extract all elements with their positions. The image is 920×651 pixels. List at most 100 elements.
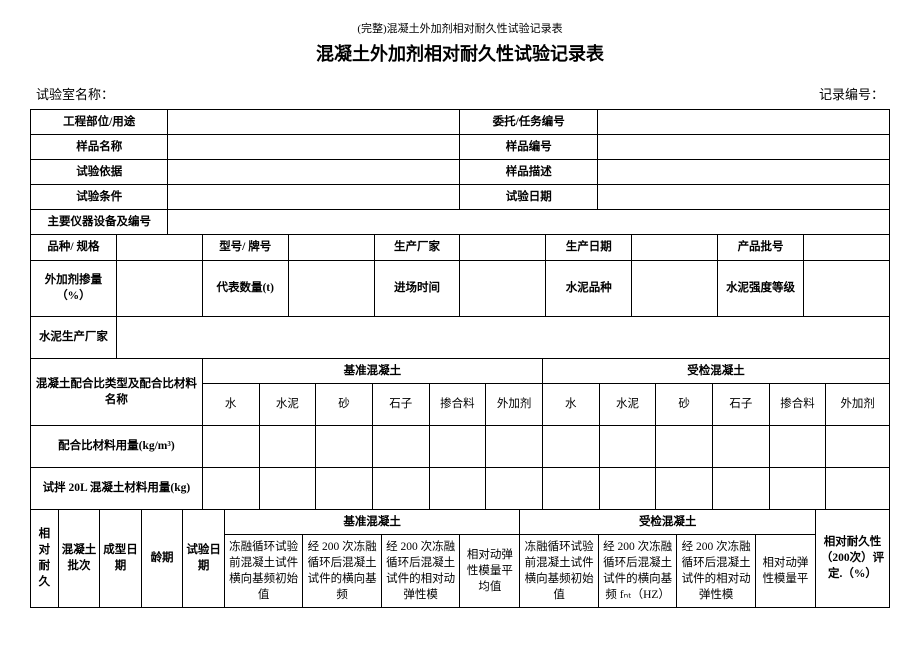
cell (542, 467, 599, 509)
arrive-time-label: 进场时间 (374, 260, 460, 316)
page-title: 混凝土外加剂相对耐久性试验记录表 (30, 40, 890, 66)
test-concrete-header: 受检混凝土 (542, 358, 889, 383)
cell (486, 425, 543, 467)
test-water: 水 (542, 383, 599, 425)
cell (486, 467, 543, 509)
cell (316, 425, 373, 467)
sample-no-label: 样品编号 (460, 135, 597, 160)
model-label: 型号/ 牌号 (202, 235, 288, 260)
cement-grade-label: 水泥强度等级 (718, 260, 804, 316)
cell (316, 467, 373, 509)
result-label: 相对耐久性（200次）评定.（%） (815, 509, 889, 607)
spec-label: 品种/ 规格 (31, 235, 117, 260)
info-table-1: 工程部位/用途 委托/任务编号 样品名称 样品编号 试验依据 样品描述 试验条件… (30, 109, 890, 235)
cell (713, 467, 770, 509)
basis-value (168, 160, 460, 185)
manufacturer-label: 生产厂家 (374, 235, 460, 260)
cell (769, 467, 826, 509)
durability-table: 相对耐久 混凝土批次 成型日期 龄期 试验日期 基准混凝土 受检混凝土 相对耐久… (30, 509, 890, 608)
cell (656, 467, 713, 509)
cement-type-value (632, 260, 718, 316)
cement-mfr-label: 水泥生产厂家 (31, 316, 117, 358)
cement-grade-value (804, 260, 890, 316)
mix20l-label: 试拌 20L 混凝土材料用量(kg) (31, 467, 203, 509)
represent-qty-label: 代表数量(t) (202, 260, 288, 316)
cell (826, 425, 890, 467)
base-concrete-header: 基准混凝土 (202, 358, 542, 383)
equipment-label: 主要仪器设备及编号 (31, 210, 168, 235)
condition-value (168, 185, 460, 210)
prod-date-label: 生产日期 (546, 235, 632, 260)
cell (429, 425, 486, 467)
cell (259, 467, 316, 509)
test-cement: 水泥 (599, 383, 656, 425)
base-admixture: 掺合料 (429, 383, 486, 425)
cell (259, 425, 316, 467)
test-stone: 石子 (713, 383, 770, 425)
lab-name-label: 试验室名称： (36, 84, 114, 103)
batch-label: 混凝土批次 (58, 509, 100, 607)
test-additive: 外加剂 (826, 383, 890, 425)
base-water: 水 (202, 383, 259, 425)
bottom-test-date-label: 试验日期 (183, 509, 225, 607)
sample-desc-label: 样品描述 (460, 160, 597, 185)
sample-desc-value (597, 160, 889, 185)
base-cement: 水泥 (259, 383, 316, 425)
cell (372, 467, 429, 509)
cell (599, 467, 656, 509)
task-no-value (597, 110, 889, 135)
page-subtitle: (完整)混凝土外加剂相对耐久性试验记录表 (30, 20, 890, 36)
col4: 相对动弹性模量平均值 (460, 534, 520, 607)
task-no-label: 委托/任务编号 (460, 110, 597, 135)
sample-name-label: 样品名称 (31, 135, 168, 160)
spec-value (116, 235, 202, 260)
arrive-time-value (460, 260, 546, 316)
cell (599, 425, 656, 467)
cell (372, 425, 429, 467)
cell (713, 425, 770, 467)
age-label: 龄期 (141, 509, 183, 607)
test-date-label: 试验日期 (460, 185, 597, 210)
base-sand: 砂 (316, 383, 373, 425)
cement-mfr-value (116, 316, 889, 358)
mix-table: 混凝土配合比类型及配合比材料名称 基准混凝土 受检混凝土 水 水泥 砂 石子 掺… (30, 358, 890, 510)
batch-no-value (804, 235, 890, 260)
col7: 经 200 次冻融循环后混凝土试件的相对动弹性模 (677, 534, 756, 607)
bottom-base-header: 基准混凝土 (224, 509, 520, 534)
batch-no-label: 产品批号 (718, 235, 804, 260)
manufacturer-value (460, 235, 546, 260)
model-value (288, 235, 374, 260)
test-date-value (597, 185, 889, 210)
form-date-label: 成型日期 (100, 509, 142, 607)
project-label: 工程部位/用途 (31, 110, 168, 135)
rel-durability-label: 相对耐久 (31, 509, 59, 607)
project-value (168, 110, 460, 135)
record-no-label: 记录编号： (819, 84, 884, 103)
col6: 经 200 次冻融循环后混凝土试件的横向基频 fₙₜ（HZ） (598, 534, 677, 607)
cell (542, 425, 599, 467)
cell (656, 425, 713, 467)
col5: 冻融循环试验前混凝土试件横向基频初始值 (520, 534, 599, 607)
cell (202, 467, 259, 509)
info-table-2: 品种/ 规格 型号/ 牌号 生产厂家 生产日期 产品批号 外加剂掺量（%） 代表… (30, 234, 890, 358)
sample-no-value (597, 135, 889, 160)
header-row: 试验室名称： 记录编号： (30, 84, 890, 103)
represent-qty-value (288, 260, 374, 316)
test-admixture: 掺合料 (769, 383, 826, 425)
col1: 冻融循环试验前混凝土试件横向基频初始值 (224, 534, 303, 607)
test-sand: 砂 (656, 383, 713, 425)
base-additive: 外加剂 (486, 383, 543, 425)
col2: 经 200 次冻融循环后混凝土试件的横向基频 (303, 534, 382, 607)
dosage-value (116, 260, 202, 316)
mix-type-label: 混凝土配合比类型及配合比材料名称 (31, 358, 203, 425)
cell (826, 467, 890, 509)
col8: 相对动弹性模量平 (755, 534, 815, 607)
col3: 经 200 次冻融循环后混凝土试件的相对动弹性模 (381, 534, 460, 607)
condition-label: 试验条件 (31, 185, 168, 210)
equipment-value (168, 210, 890, 235)
bottom-test-header: 受检混凝土 (520, 509, 816, 534)
dosage-label: 外加剂掺量（%） (31, 260, 117, 316)
prod-date-value (632, 235, 718, 260)
cell (202, 425, 259, 467)
cement-type-label: 水泥品种 (546, 260, 632, 316)
